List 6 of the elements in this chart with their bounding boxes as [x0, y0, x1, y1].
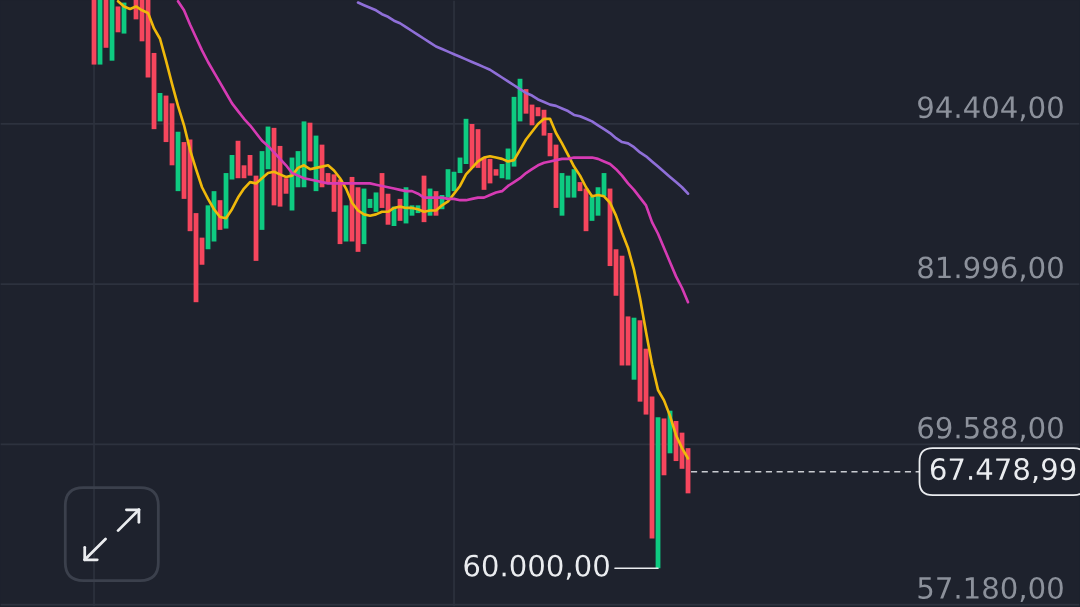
ref-line-label: 67.478,99 [930, 458, 1076, 484]
y-tick-label: 69.588,00 [918, 416, 1063, 442]
annotation: 60.000,00 [464, 554, 609, 580]
y-tick-label: 57.180,00 [918, 576, 1063, 602]
y-tick-label: 81.996,00 [918, 256, 1063, 282]
y-tick-label: 94.404,00 [918, 96, 1063, 122]
